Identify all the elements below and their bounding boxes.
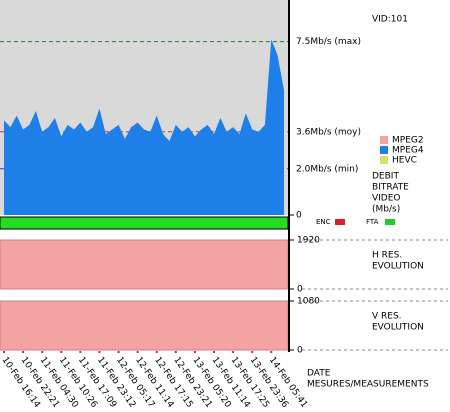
x-tick-dot bbox=[232, 351, 235, 353]
status-label: FTA bbox=[366, 218, 379, 226]
y-tick-label: 7.5Mb/s (max) bbox=[296, 37, 361, 47]
status-swatch bbox=[335, 219, 345, 225]
x-tick-dot bbox=[98, 351, 101, 353]
legend-swatch bbox=[380, 146, 388, 154]
axis-label: VIDEO bbox=[372, 194, 401, 204]
y-tick-label: 2.0Mb/s (min) bbox=[296, 164, 358, 174]
status-label: ENC bbox=[316, 218, 331, 226]
y-tick-label: 0 bbox=[296, 211, 302, 221]
x-tick-dot bbox=[174, 351, 177, 353]
x-tick-dot bbox=[117, 351, 120, 353]
x-axis-label: MESURES/MEASUREMENTS bbox=[307, 380, 429, 390]
x-axis-label: DATE bbox=[307, 369, 331, 379]
y-tick-label: 0 bbox=[297, 346, 303, 356]
axis-label: EVOLUTION bbox=[372, 262, 424, 272]
axis-label: H RES. bbox=[372, 251, 402, 261]
x-tick-dot bbox=[251, 351, 254, 353]
axis-label: V RES. bbox=[372, 312, 402, 322]
axis-label: EVOLUTION bbox=[372, 323, 424, 333]
legend-swatch bbox=[380, 136, 388, 144]
status-swatch bbox=[385, 219, 395, 225]
axis-label: (Mb/s) bbox=[372, 205, 400, 215]
resolution-band bbox=[0, 300, 289, 351]
axis-label: DEBIT bbox=[372, 172, 399, 182]
legend-label: MPEG2 bbox=[392, 136, 424, 146]
resolution-band bbox=[0, 239, 289, 290]
legend-label: MPEG4 bbox=[392, 146, 424, 156]
x-tick-dot bbox=[270, 351, 273, 353]
x-tick-dot bbox=[22, 351, 25, 353]
area bbox=[4, 39, 284, 216]
x-tick-dot bbox=[3, 351, 5, 353]
x-tick-dot bbox=[213, 351, 215, 353]
legend-label: HEVC bbox=[392, 156, 417, 166]
x-tick-dot bbox=[60, 351, 63, 353]
x-tick-dot bbox=[79, 351, 82, 353]
x-tick-dot bbox=[41, 351, 44, 353]
legend-swatch bbox=[380, 156, 388, 164]
status-bar bbox=[0, 216, 289, 230]
video-id: VID:101 bbox=[372, 15, 408, 25]
y-tick-label: 1920 bbox=[297, 236, 320, 246]
x-tick-dot bbox=[136, 351, 139, 353]
y-tick-label: 3.6Mb/s (moy) bbox=[296, 127, 361, 137]
x-tick-dot bbox=[193, 351, 196, 353]
axis-label: BITRATE bbox=[372, 183, 409, 193]
x-tick-dot bbox=[155, 351, 158, 353]
y-tick-label: 1080 bbox=[297, 297, 320, 307]
y-tick-label: 0 bbox=[297, 285, 303, 295]
